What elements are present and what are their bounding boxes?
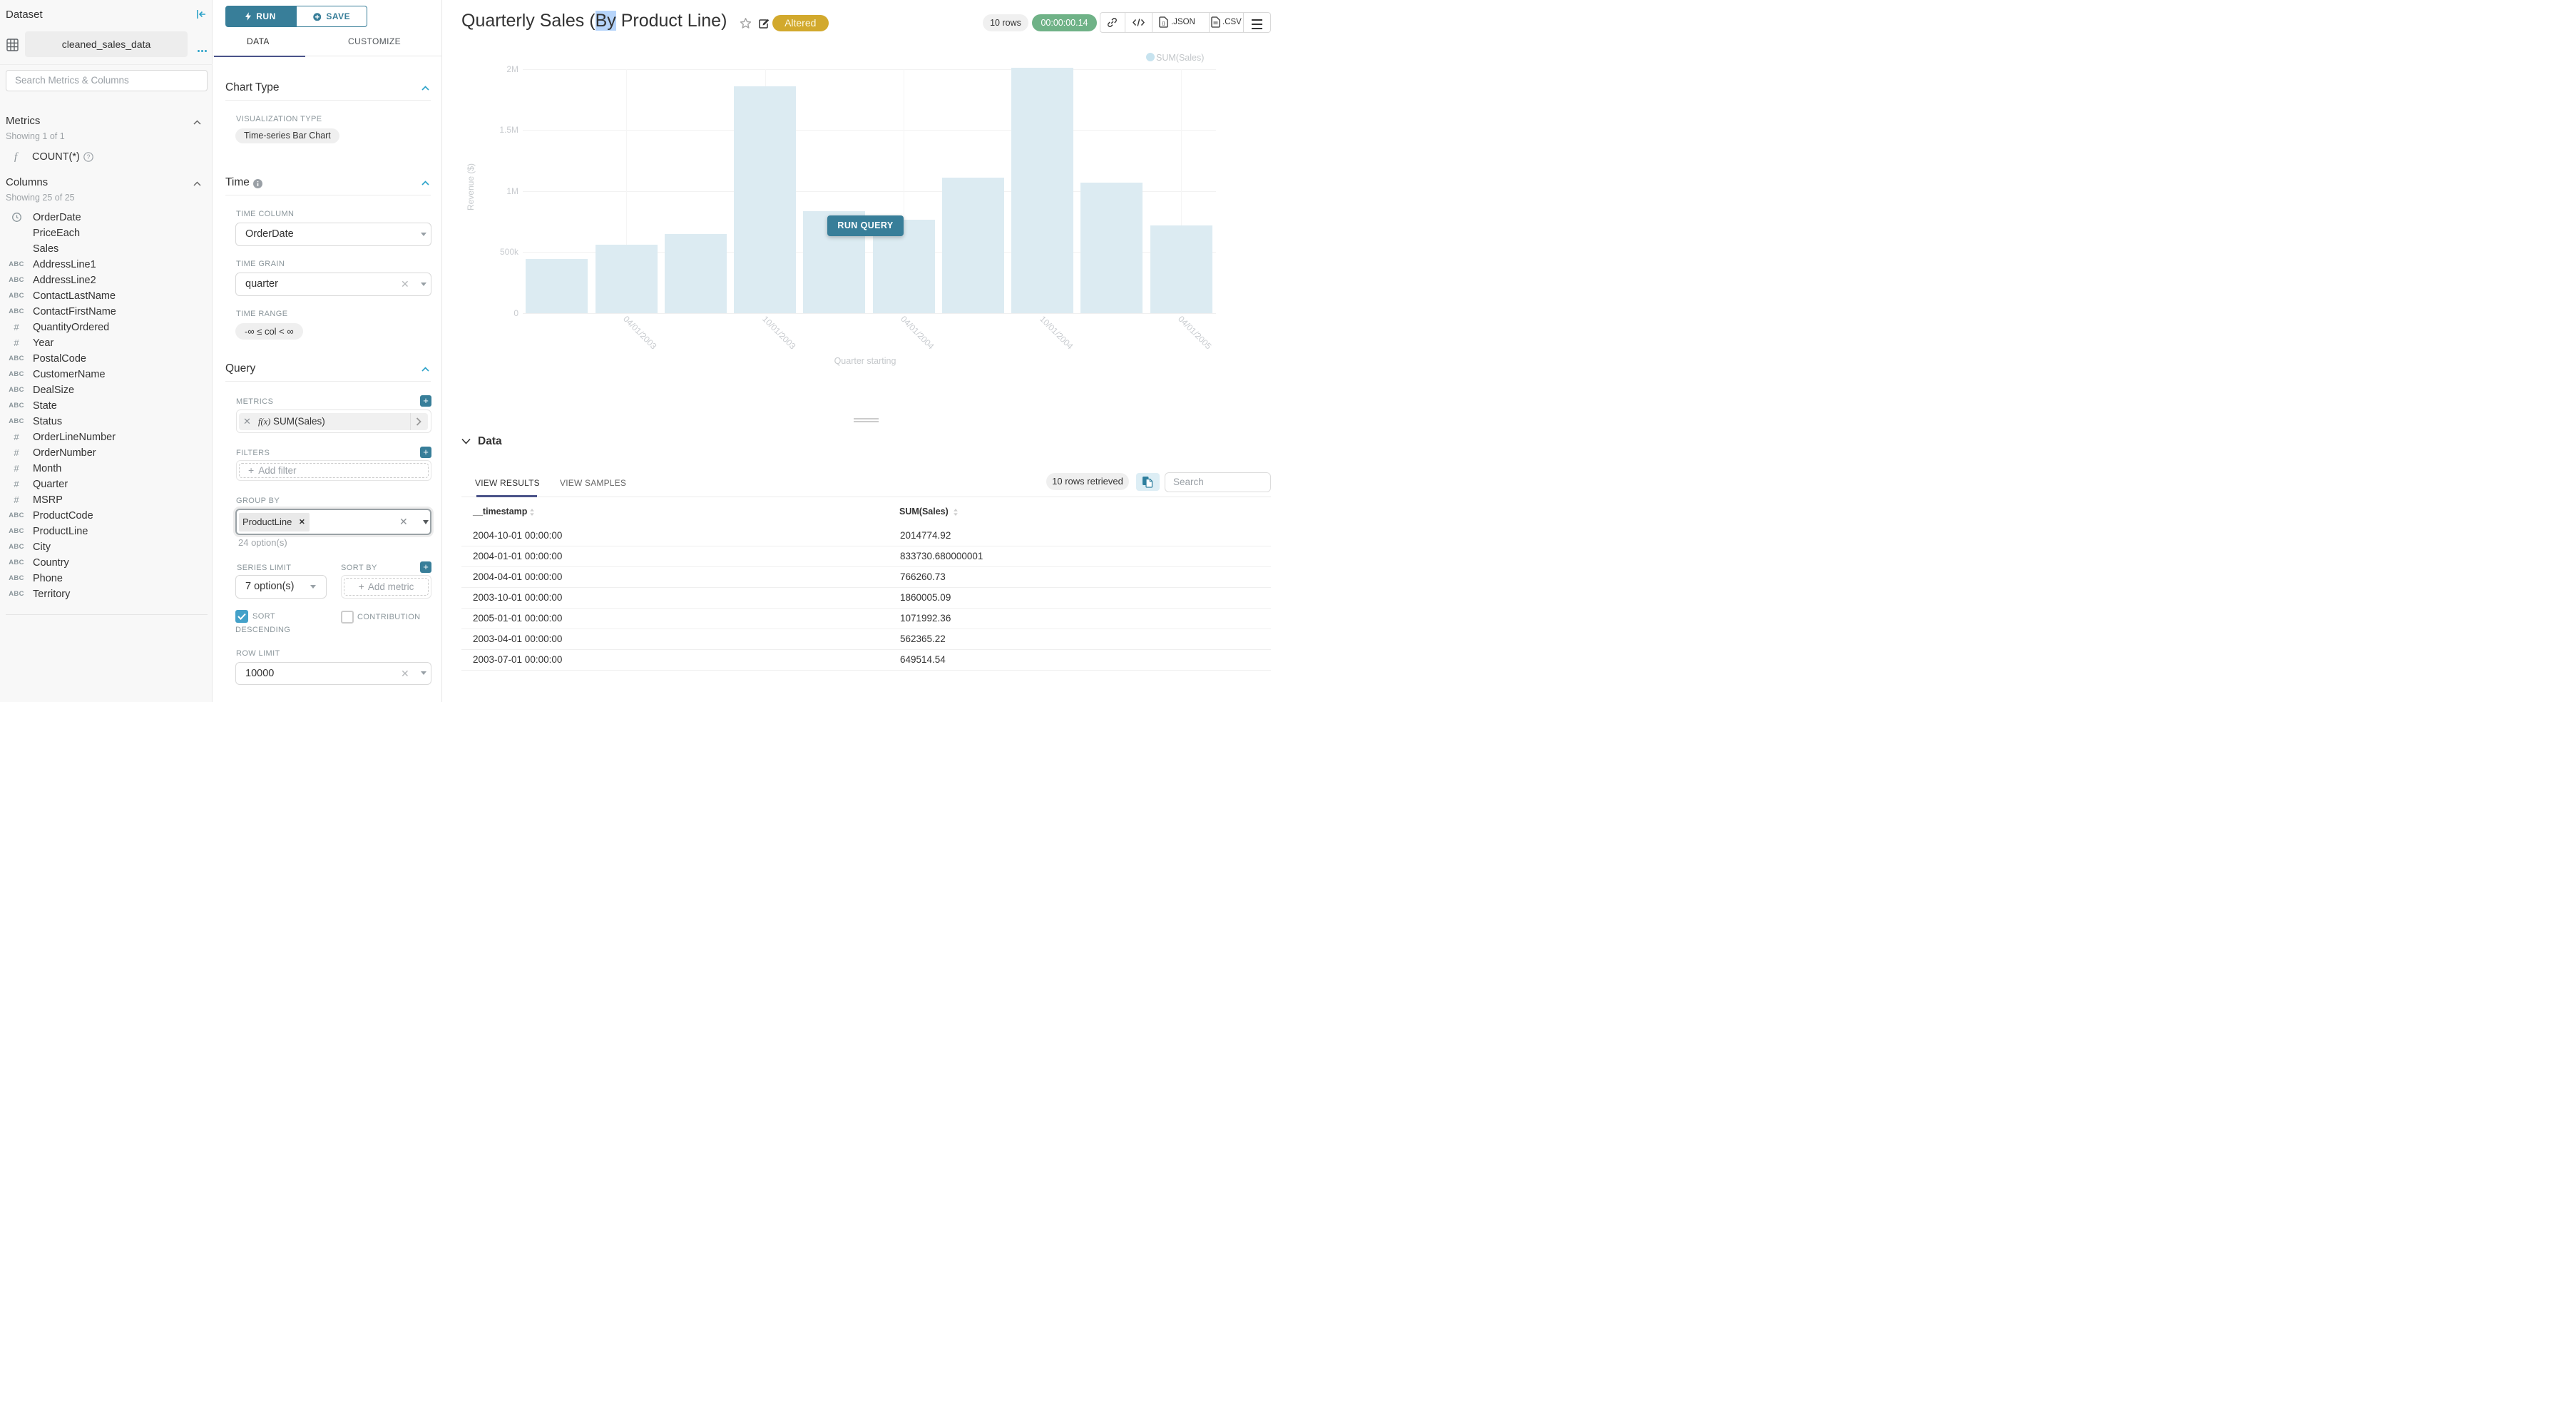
svg-text:{}: {} bbox=[1162, 22, 1165, 26]
svg-text:?: ? bbox=[86, 153, 90, 161]
